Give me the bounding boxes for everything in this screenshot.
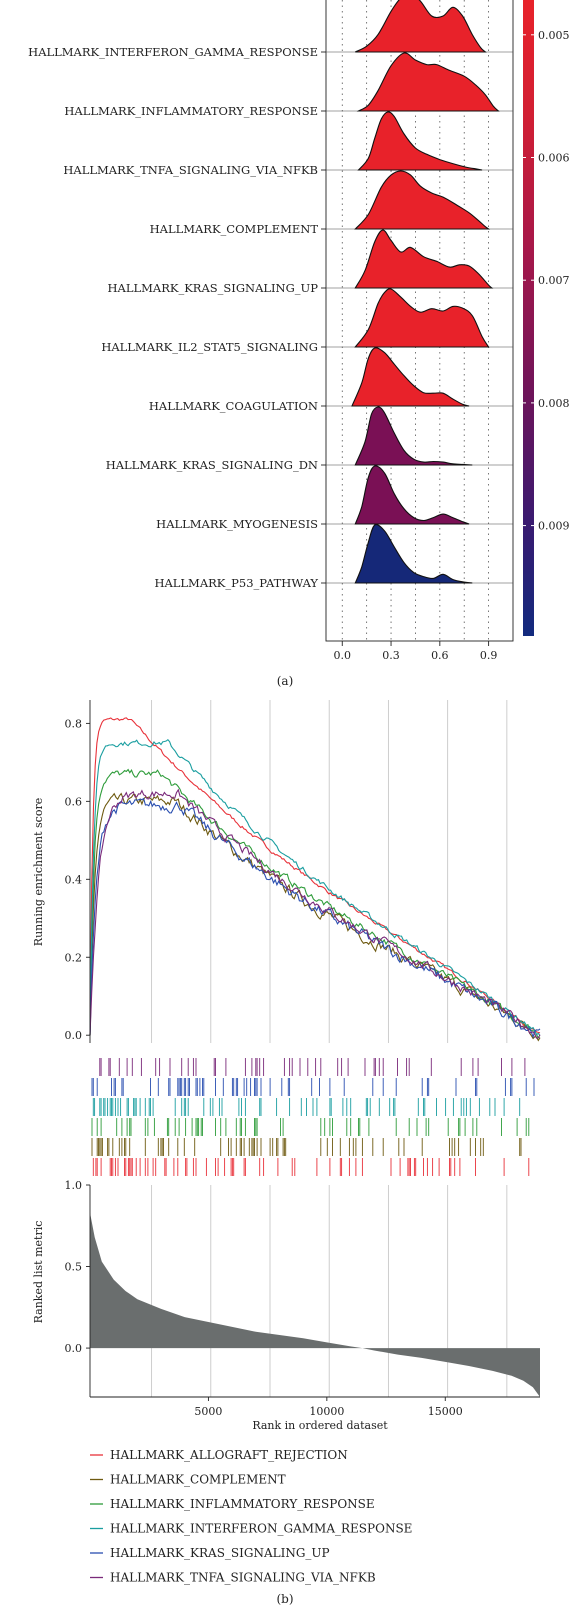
panel-b: 0.8 0.6 0.4 0.2 0.0 Running enrichment score… — [32, 700, 541, 1606]
enrichment-line-2 — [89, 792, 541, 1042]
ridge-plot-frame — [325, 0, 514, 642]
ridge-category-label: HALLMARK_IL2_STAT5_SIGNALING — [101, 340, 318, 354]
panel-a: HALLMARK_INTERFERON_GAMMA_RESPONSE HALLMA… — [28, 0, 570, 688]
enrichment-y-tick-label: 0.8 — [65, 717, 83, 730]
ranked-metric-y-ticks: 1.0 0.5 0.0 — [65, 1179, 90, 1355]
ranked-metric-y-tick-label: 0.0 — [65, 1342, 83, 1355]
ranked-metric-area — [90, 1212, 540, 1397]
enrichment-y-tick-label: 0.0 — [65, 1029, 83, 1042]
enrichment-line-3 — [89, 768, 541, 1039]
ridge-category-label: HALLMARK_INTERFERON_GAMMA_RESPONSE — [28, 45, 318, 59]
ranked-metric-gridlines — [151, 1185, 508, 1397]
ranked-metric-y-tick-label: 0.5 — [65, 1261, 83, 1274]
ridge-density — [354, 288, 490, 348]
ridge-density — [351, 347, 470, 407]
ranked-metric-x-ticks: 5000 10000 15000 — [194, 1397, 463, 1418]
colorbar-ticks: 0.005 0.006 0.007 0.008 0.009 — [523, 29, 570, 533]
enrichment-gridlines — [151, 700, 508, 1043]
ridge-x-tick-label: 0.0 — [334, 649, 352, 662]
ridge-category-label: HALLMARK_KRAS_SIGNALING_DN — [106, 458, 318, 472]
ranked-metric-x-tick-label: 15000 — [428, 1405, 463, 1418]
enrichment-line-5 — [89, 797, 541, 1039]
enrichment-score-lines — [89, 717, 541, 1042]
ridge-x-axis: 0.0 0.3 0.6 0.9 — [334, 641, 498, 662]
ridge-density — [354, 524, 473, 584]
enrichment-line-4 — [89, 738, 541, 1036]
ridge-density — [354, 170, 491, 230]
legend-label: HALLMARK_INFLAMMATORY_RESPONSE — [110, 1497, 375, 1511]
panel-b-caption: (b) — [276, 1592, 293, 1606]
enrichment-line-6 — [89, 788, 541, 1039]
legend-label: HALLMARK_TNFA_SIGNALING_VIA_NFKB — [110, 1571, 376, 1585]
colorbar-tick-label: 0.005 — [538, 29, 570, 42]
ridge-density — [355, 0, 487, 53]
enrichment-y-tick-label: 0.2 — [65, 951, 83, 964]
enrichment-line-1 — [89, 717, 541, 1036]
colorbar-tick-label: 0.008 — [538, 397, 570, 410]
ridge-category-labels: HALLMARK_INTERFERON_GAMMA_RESPONSE HALLMA… — [28, 45, 326, 590]
legend-label: HALLMARK_KRAS_SIGNALING_UP — [110, 1546, 330, 1560]
enrichment-y-tick-label: 0.4 — [65, 873, 83, 886]
ranked-metric-x-tick-label: 5000 — [194, 1405, 222, 1418]
legend-label: HALLMARK_COMPLEMENT — [110, 1473, 286, 1487]
ridge-densities — [326, 0, 513, 584]
legend: HALLMARK_ALLOGRAFT_REJECTION HALLMARK_COM… — [90, 1448, 412, 1585]
colorbar-tick-label: 0.007 — [538, 274, 570, 287]
ridge-category-label: HALLMARK_TNFA_SIGNALING_VIA_NFKB — [63, 163, 318, 177]
ridge-x-tick-label: 0.6 — [431, 649, 449, 662]
panel-a-caption: (a) — [277, 674, 294, 688]
ridge-density — [354, 229, 494, 289]
ridge-category-label: HALLMARK_P53_PATHWAY — [154, 576, 318, 590]
gene-hit-barcodes — [91, 1058, 535, 1176]
ridge-category-label: HALLMARK_KRAS_SIGNALING_UP — [108, 281, 319, 295]
ranked-metric-y-tick-label: 1.0 — [65, 1179, 83, 1192]
enrichment-y-label: Running enrichment score — [32, 798, 45, 946]
colorbar-tick-label: 0.009 — [538, 520, 570, 533]
ranked-metric-x-label: Rank in ordered dataset — [252, 1419, 388, 1432]
ridge-x-tick-label: 0.9 — [480, 649, 498, 662]
ridge-density — [354, 465, 470, 525]
ridge-category-label: HALLMARK_MYOGENESIS — [156, 517, 318, 531]
colorbar-tick-label: 0.006 — [538, 152, 570, 165]
enrichment-y-tick-label: 0.6 — [65, 795, 83, 808]
ridge-category-label: HALLMARK_COAGULATION — [149, 399, 318, 413]
ranked-metric-y-label: Ranked list metric — [32, 1221, 45, 1324]
ridge-density — [356, 52, 500, 112]
legend-label: HALLMARK_INTERFERON_GAMMA_RESPONSE — [110, 1522, 412, 1536]
ridge-category-label: HALLMARK_INFLAMMATORY_RESPONSE — [64, 104, 318, 118]
ridge-x-tick-label: 0.3 — [382, 649, 400, 662]
enrichment-y-ticks: 0.8 0.6 0.4 0.2 0.0 — [65, 717, 90, 1042]
ridge-density — [354, 406, 473, 466]
ridge-density — [357, 111, 483, 171]
colorbar — [523, 0, 534, 636]
ridge-category-label: HALLMARK_COMPLEMENT — [150, 222, 319, 236]
legend-label: HALLMARK_ALLOGRAFT_REJECTION — [110, 1448, 348, 1462]
ranked-metric-x-tick-label: 10000 — [309, 1405, 344, 1418]
